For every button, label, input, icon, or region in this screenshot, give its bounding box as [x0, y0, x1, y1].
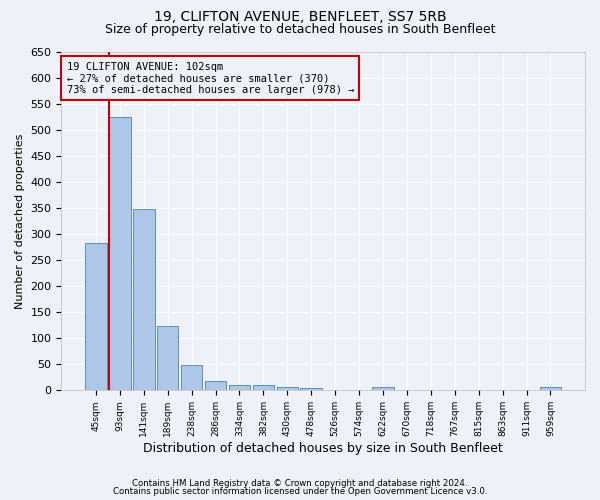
Bar	[109, 116, 131, 390]
Bar	[181, 365, 202, 390]
Text: 19, CLIFTON AVENUE, BENFLEET, SS7 5RB: 19, CLIFTON AVENUE, BENFLEET, SS7 5RB	[154, 10, 446, 24]
Bar	[301, 388, 322, 390]
Bar	[133, 210, 155, 390]
Bar	[277, 387, 298, 390]
Text: Contains HM Land Registry data © Crown copyright and database right 2024.: Contains HM Land Registry data © Crown c…	[132, 478, 468, 488]
Bar	[229, 385, 250, 390]
Bar	[205, 382, 226, 390]
Bar	[539, 387, 561, 390]
Text: Size of property relative to detached houses in South Benfleet: Size of property relative to detached ho…	[105, 22, 495, 36]
Bar	[372, 387, 394, 390]
Bar	[253, 385, 274, 390]
Bar	[85, 243, 107, 390]
Text: Contains public sector information licensed under the Open Government Licence v3: Contains public sector information licen…	[113, 487, 487, 496]
Bar	[157, 326, 178, 390]
Text: 19 CLIFTON AVENUE: 102sqm
← 27% of detached houses are smaller (370)
73% of semi: 19 CLIFTON AVENUE: 102sqm ← 27% of detac…	[67, 62, 354, 95]
Y-axis label: Number of detached properties: Number of detached properties	[15, 133, 25, 308]
X-axis label: Distribution of detached houses by size in South Benfleet: Distribution of detached houses by size …	[143, 442, 503, 455]
